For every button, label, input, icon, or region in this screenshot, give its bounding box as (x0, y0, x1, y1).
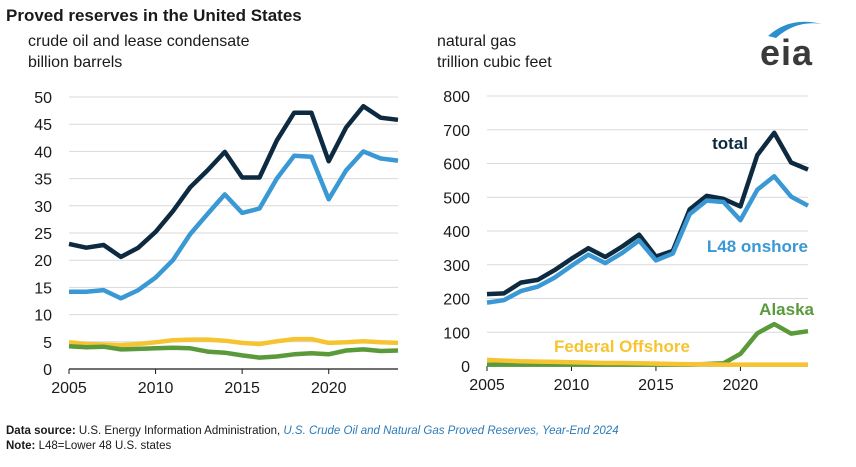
eia-logo-swoosh-icon (768, 21, 822, 38)
oil-y-tick-label: 35 (34, 172, 52, 189)
oil-y-tick-label: 20 (34, 253, 52, 270)
oil-series-line-3 (68, 343, 399, 360)
gas-series-line-0 (486, 130, 809, 297)
gas-y-tick-label: 0 (461, 359, 470, 376)
oil-y-tick-label: 45 (34, 117, 52, 134)
chart-title: Proved reserves in the United States (6, 6, 302, 25)
footer-source: Data source: U.S. Energy Information Adm… (6, 425, 619, 437)
gas-series-line-1 (486, 174, 810, 305)
gas-series-label-l48-onshore: L48 onshore (707, 237, 808, 256)
oil-y-tick-label: 25 (34, 226, 52, 243)
gas-y-tick-label: 200 (443, 292, 470, 309)
gas-x-tick-label: 2015 (638, 377, 674, 394)
eia-logo: eia (760, 14, 830, 73)
footer-note: Note: L48=Lower 48 U.S. states (6, 440, 171, 452)
oil-x-tick-label: 2005 (51, 380, 87, 397)
right-subtitle-line2: trillion cubic feet (437, 54, 552, 71)
oil-x-tick-label: 2020 (311, 380, 347, 397)
note-text: L48=Lower 48 U.S. states (38, 440, 172, 452)
source-link[interactable]: U.S. Crude Oil and Natural Gas Proved Re… (283, 425, 619, 437)
oil-y-tick-label: 5 (43, 335, 52, 352)
oil-y-tick-label: 30 (34, 199, 52, 216)
gas-y-tick-label: 400 (443, 224, 470, 241)
oil-series-line-0 (68, 103, 399, 260)
oil-y-tick-label: 10 (34, 308, 52, 325)
oil-x-tick-label: 2015 (224, 380, 260, 397)
eia-logo-text: eia (760, 32, 814, 73)
oil-y-tick-label: 40 (34, 144, 52, 161)
gas-y-tick-label: 300 (443, 258, 470, 275)
note-label: Note: (6, 440, 36, 452)
oil-series-line-2 (68, 336, 399, 348)
source-label: Data source: (6, 425, 76, 437)
gas-series-label-federal-offshore: Federal Offshore (554, 337, 690, 356)
left-subtitle: crude oil and lease condensate billion b… (28, 31, 250, 73)
oil-x-tick-label: 2010 (138, 380, 174, 397)
oil-y-tick-label: 50 (34, 90, 52, 107)
gas-series-label-alaska: Alaska (759, 300, 814, 319)
oil-y-tick-label: 0 (43, 362, 52, 379)
gas-x-tick-label: 2005 (469, 377, 505, 394)
gas-y-tick-label: 700 (443, 123, 470, 140)
gas-series-line-3 (486, 357, 808, 367)
oil-y-tick-label: 15 (34, 280, 52, 297)
gas-x-tick-label: 2010 (554, 377, 590, 394)
gas-x-tick-label: 2020 (723, 377, 759, 394)
source-text: U.S. Energy Information Administration, (78, 425, 281, 437)
oil-series-line-1 (69, 149, 399, 301)
gas-y-tick-label: 500 (443, 190, 470, 207)
gas-series-label-total: total (712, 134, 748, 153)
left-subtitle-line2: billion barrels (28, 54, 123, 71)
gas-y-tick-label: 100 (443, 325, 470, 342)
right-subtitle: natural gas trillion cubic feet (437, 31, 552, 73)
gas-y-tick-label: 600 (443, 157, 470, 174)
gas-y-tick-label: 800 (443, 89, 470, 106)
left-subtitle-line1: crude oil and lease condensate (28, 33, 250, 50)
right-subtitle-line1: natural gas (437, 33, 517, 50)
